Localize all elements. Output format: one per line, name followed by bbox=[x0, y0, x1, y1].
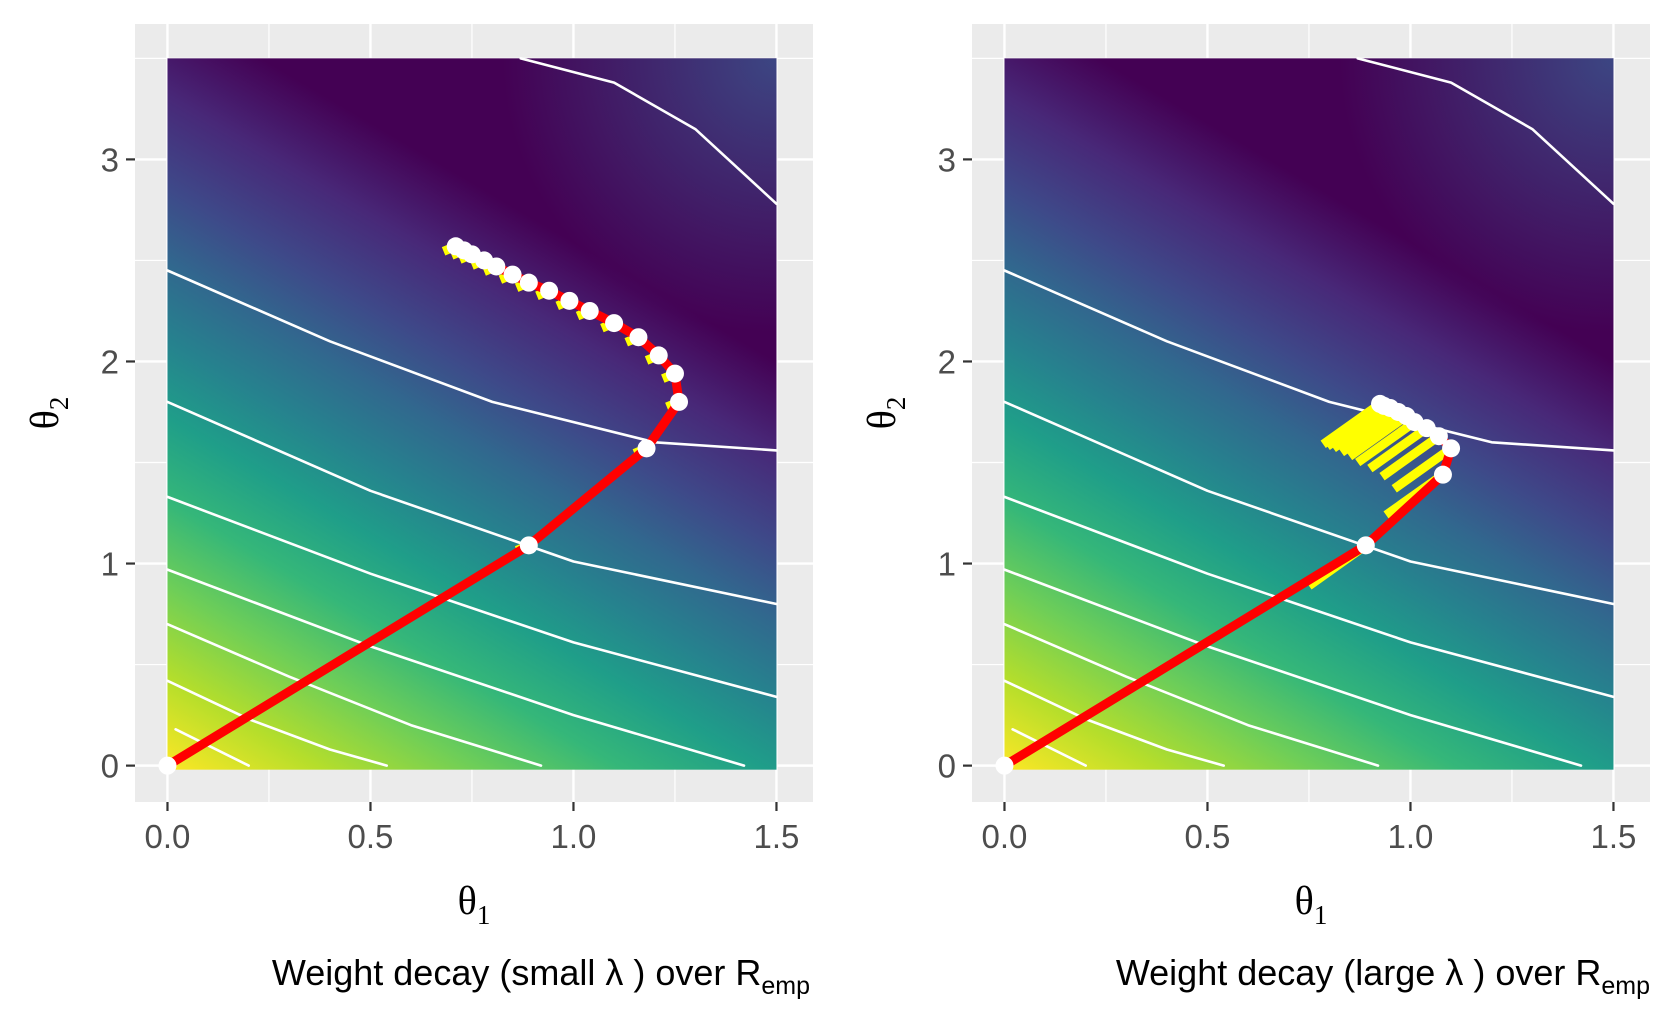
y-axis-title: θ2 bbox=[22, 397, 74, 430]
contour-line bbox=[1011, 727, 1087, 767]
gradient-segment bbox=[1338, 408, 1401, 457]
axis-ticks: 0.0 0.5 1.0 1.5 0 1 2 3 bbox=[101, 141, 800, 855]
contour-line bbox=[1356, 57, 1615, 206]
path-segment bbox=[642, 397, 684, 453]
contour-line bbox=[1003, 622, 1380, 767]
x-tick-label: 1.5 bbox=[754, 818, 800, 855]
path-point bbox=[637, 439, 656, 458]
x-axis-title: θ1 bbox=[458, 878, 491, 930]
path-point bbox=[665, 364, 684, 383]
contour-line bbox=[166, 495, 778, 699]
path-point bbox=[605, 314, 624, 333]
path-point bbox=[503, 265, 522, 284]
x-tick-label: 0.0 bbox=[982, 818, 1028, 855]
x-axis-title: θ1 bbox=[1295, 878, 1328, 930]
contour-lines bbox=[166, 57, 778, 767]
gradient-segment bbox=[1320, 400, 1383, 448]
chart-panel-2: 0.0 0.5 1.0 1.5 0 1 2 3 θ1 θ2 Weight decay (large … bbox=[859, 24, 1650, 1000]
contour-line bbox=[519, 57, 778, 206]
contour-line bbox=[166, 269, 778, 452]
gradient-segment bbox=[1367, 424, 1430, 473]
path-point bbox=[670, 392, 689, 411]
y-tick-label: 3 bbox=[938, 141, 956, 178]
path-point bbox=[580, 301, 599, 320]
panel-title: Weight decay (large λ ) over Remp bbox=[1116, 952, 1650, 1000]
contour-line bbox=[1003, 400, 1615, 606]
contour-line bbox=[1003, 269, 1615, 452]
x-tick-label: 0.5 bbox=[348, 818, 394, 855]
path-point bbox=[1371, 394, 1390, 413]
heatmap-highlight bbox=[1004, 58, 1614, 770]
gradient-segment bbox=[1330, 404, 1393, 453]
path-segment bbox=[1361, 470, 1448, 550]
contour-line bbox=[1003, 495, 1615, 699]
contour-line bbox=[166, 622, 543, 767]
x-tick-label: 1.0 bbox=[551, 818, 597, 855]
panel-title: Weight decay (small λ ) over Remp bbox=[272, 952, 810, 1000]
path-segment bbox=[524, 443, 652, 550]
x-tick-label: 1.0 bbox=[1388, 818, 1434, 855]
chart-panel-1: 0.0 0.5 1.0 1.5 0 1 2 3 θ1 θ2 Weight decay (small … bbox=[22, 24, 813, 1000]
path-point bbox=[1356, 536, 1375, 555]
path-point bbox=[995, 756, 1014, 775]
y-tick-label: 3 bbox=[101, 141, 119, 178]
contour-line bbox=[166, 400, 778, 606]
contour-line bbox=[174, 727, 250, 767]
path-point bbox=[560, 291, 579, 310]
path-point bbox=[158, 756, 177, 775]
contour-lines bbox=[1003, 57, 1615, 767]
gradient-segment bbox=[1355, 418, 1418, 467]
x-tick-label: 0.5 bbox=[1185, 818, 1231, 855]
gradient-segment bbox=[1391, 444, 1454, 493]
optimization-path bbox=[995, 394, 1461, 775]
x-tick-label: 0.0 bbox=[145, 818, 191, 855]
optimization-path bbox=[158, 237, 689, 775]
path-point bbox=[1442, 439, 1461, 458]
path-point bbox=[649, 346, 668, 365]
y-tick-label: 2 bbox=[938, 343, 956, 380]
gradient-segment bbox=[1379, 432, 1442, 481]
path-point bbox=[629, 328, 648, 347]
y-tick-label: 1 bbox=[101, 546, 119, 583]
path-point bbox=[519, 273, 538, 292]
contour-line bbox=[166, 679, 389, 767]
y-tick-label: 0 bbox=[938, 748, 956, 785]
x-tick-label: 1.5 bbox=[1591, 818, 1637, 855]
path-point bbox=[540, 281, 559, 300]
y-tick-label: 2 bbox=[101, 343, 119, 380]
path-point bbox=[1433, 465, 1452, 484]
path-segment bbox=[999, 540, 1371, 771]
gradient-segment bbox=[1346, 412, 1410, 461]
path-point bbox=[519, 536, 538, 555]
contour-line bbox=[1003, 679, 1225, 767]
y-tick-label: 0 bbox=[101, 748, 119, 785]
path-segment bbox=[162, 540, 534, 771]
contour-line bbox=[1003, 568, 1583, 767]
y-axis-title: θ2 bbox=[859, 397, 911, 430]
path-point bbox=[446, 237, 465, 256]
contour-line bbox=[166, 568, 746, 767]
y-tick-label: 1 bbox=[938, 546, 956, 583]
axis-ticks: 0.0 0.5 1.0 1.5 0 1 2 3 bbox=[938, 141, 1637, 855]
